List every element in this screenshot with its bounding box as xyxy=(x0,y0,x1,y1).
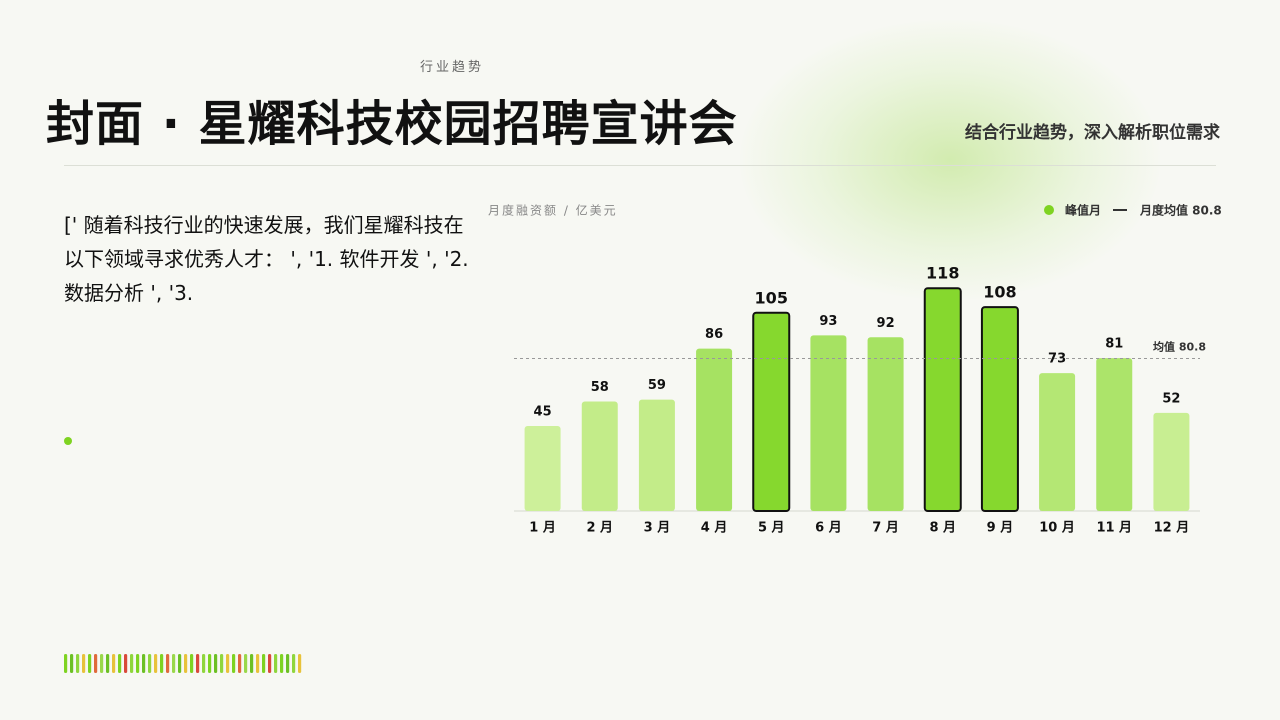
x-tick-label: 9 月 xyxy=(987,521,1014,536)
decor-stripe xyxy=(172,654,176,673)
decor-stripe xyxy=(148,654,152,673)
decor-stripe xyxy=(70,654,74,673)
x-tick-label: 10 月 xyxy=(1039,521,1075,536)
bar xyxy=(696,348,733,511)
value-label: 108 xyxy=(983,283,1016,302)
x-tick-label: 7 月 xyxy=(872,521,899,536)
bullet-dot xyxy=(64,437,72,445)
legend-label: 峰值月 xyxy=(1065,203,1101,218)
decor-stripe xyxy=(292,654,296,673)
divider xyxy=(64,165,1216,166)
value-label: 45 xyxy=(534,405,552,420)
bar xyxy=(923,287,962,512)
decor-stripe xyxy=(286,654,290,673)
bar xyxy=(581,401,618,511)
x-tick-label: 12 月 xyxy=(1154,521,1190,536)
x-tick-label: 8 月 xyxy=(929,521,956,536)
value-label: 59 xyxy=(648,378,666,393)
decor-stripe xyxy=(232,654,236,673)
legend-label: 月度均值 80.8 xyxy=(1139,203,1222,218)
decor-stripe xyxy=(136,654,140,673)
decor-stripe xyxy=(202,654,206,673)
decor-stripe xyxy=(124,654,128,673)
decor-stripe xyxy=(262,654,266,673)
body-text: [' 随着科技行业的快速发展，我们星耀科技在以下领域寻求优秀人才： ', '1.… xyxy=(64,213,469,305)
decor-stripe xyxy=(280,654,284,673)
decor-stripe xyxy=(82,654,86,673)
x-tick-label: 4 月 xyxy=(701,521,728,536)
decor-stripe xyxy=(112,654,116,673)
eyebrow: 行业趋势 xyxy=(419,60,484,75)
value-label: 92 xyxy=(877,316,895,331)
decor-stripe xyxy=(88,654,92,673)
decor-stripe xyxy=(214,654,218,673)
decor-stripe xyxy=(64,654,68,673)
decor-stripe xyxy=(94,654,98,673)
decor-stripe xyxy=(226,654,230,673)
value-label: 52 xyxy=(1162,391,1180,406)
bar xyxy=(524,426,561,511)
bar xyxy=(1096,358,1133,511)
value-label: 118 xyxy=(926,264,959,283)
legend-swatch xyxy=(1044,205,1054,215)
decor-stripe xyxy=(220,654,224,673)
bar xyxy=(810,335,847,511)
decor-stripe xyxy=(268,654,272,673)
decor-stripe xyxy=(178,654,182,673)
bar xyxy=(752,311,791,513)
decor-stripe xyxy=(238,654,242,673)
value-label: 73 xyxy=(1048,352,1066,367)
x-tick-label: 2 月 xyxy=(586,521,613,536)
y-axis-label: 月度融资额 / 亿美元 xyxy=(488,203,618,218)
value-label: 58 xyxy=(591,380,609,395)
bar xyxy=(1039,373,1076,511)
decor-stripe xyxy=(118,654,122,673)
decor-stripe xyxy=(298,654,302,673)
decor-stripe xyxy=(274,654,278,673)
decor-stripe xyxy=(106,654,110,673)
decor-stripe xyxy=(166,654,170,673)
decor-stripe xyxy=(142,654,146,673)
decor-stripe xyxy=(208,654,212,673)
value-label: 81 xyxy=(1105,337,1123,352)
bar xyxy=(1153,412,1190,511)
decor-stripe xyxy=(76,654,80,673)
bar xyxy=(980,306,1019,513)
bar xyxy=(638,399,675,511)
x-tick-label: 5 月 xyxy=(758,521,785,536)
decor-stripe xyxy=(250,654,254,673)
decor-stripe xyxy=(160,654,164,673)
slide-title: 封面 · 星耀科技校园招聘宣讲会 xyxy=(46,96,738,152)
x-tick-label: 11 月 xyxy=(1096,521,1132,536)
decor-stripe xyxy=(130,654,134,673)
decor-stripe xyxy=(256,654,260,673)
value-label: 86 xyxy=(705,327,723,342)
x-tick-label: 1 月 xyxy=(529,521,556,536)
value-label: 105 xyxy=(755,288,788,307)
decor-stripe xyxy=(244,654,248,673)
x-tick-label: 3 月 xyxy=(644,521,671,536)
value-label: 93 xyxy=(819,314,837,329)
background-glow xyxy=(740,20,1160,300)
mean-label: 均值 80.8 xyxy=(1153,339,1206,353)
decor-stripe xyxy=(154,654,158,673)
decor-stripe xyxy=(190,654,194,673)
x-tick-label: 6 月 xyxy=(815,521,842,536)
decor-stripe xyxy=(100,654,104,673)
decor-stripe xyxy=(184,654,188,673)
bar xyxy=(867,337,904,511)
slide-subtitle: 结合行业趋势，深入解析职位需求 xyxy=(965,123,1220,143)
decor-stripe xyxy=(196,654,200,673)
